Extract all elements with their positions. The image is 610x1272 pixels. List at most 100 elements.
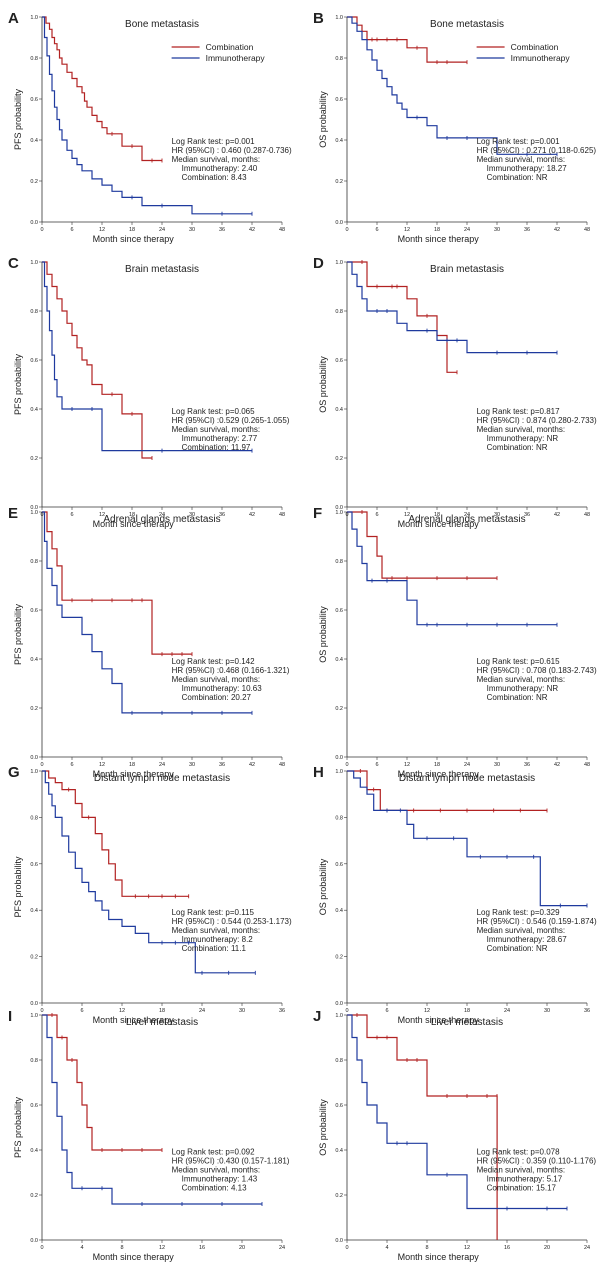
y-axis-title: OS probability: [318, 606, 328, 663]
x-tick-label: 30: [189, 512, 195, 518]
x-tick-label: 24: [159, 762, 165, 768]
x-axis-title: Month since therapy: [398, 519, 480, 529]
x-tick-label: 0: [40, 1008, 43, 1014]
annotation-line: HR (95%CI) : 0.271 (0.118-0.625): [477, 146, 597, 155]
km-curve-immunotherapy: [42, 261, 252, 452]
y-tick-label: 1.0: [335, 260, 343, 266]
annotation-line: Immunotherapy: 8.2: [182, 935, 254, 944]
y-tick-label: 1.0: [335, 769, 343, 775]
y-tick-label: 0.4: [335, 1148, 343, 1154]
y-axis-title: PFS probability: [13, 88, 23, 150]
panel-label: D: [313, 255, 324, 272]
panel-title: Adrenal glands metastasis: [408, 514, 525, 525]
panel-label: G: [8, 764, 20, 781]
y-tick-label: 0.8: [30, 559, 38, 565]
annotation-line: HR (95%CI) : 0.359 (0.110-1.176): [477, 1157, 597, 1166]
annotation-line: Median survival, months:: [477, 926, 565, 935]
km-curve-immunotherapy: [42, 1014, 262, 1205]
x-tick-label: 42: [249, 512, 255, 518]
panel-label: J: [313, 1008, 321, 1025]
x-tick-label: 18: [129, 227, 135, 233]
annotation-line: Median survival, months:: [172, 155, 260, 164]
annotation-line: HR (95%CI) : 0.708 (0.183-2.743): [477, 666, 597, 675]
km-curve-immunotherapy: [347, 261, 557, 354]
km-curve-immunotherapy: [42, 511, 252, 714]
annotation-line: Immunotherapy: NR: [487, 684, 559, 693]
y-axis-title: PFS probability: [13, 1096, 23, 1158]
y-tick-label: 0.4: [30, 908, 38, 914]
y-tick-label: 0.8: [30, 815, 38, 821]
x-tick-label: 12: [404, 512, 410, 518]
y-axis-title: PFS probability: [13, 603, 23, 665]
x-tick-label: 30: [494, 762, 500, 768]
x-tick-label: 12: [99, 227, 105, 233]
y-tick-label: 0.8: [30, 1058, 38, 1064]
x-tick-label: 30: [494, 227, 500, 233]
x-tick-label: 36: [219, 227, 225, 233]
x-tick-label: 16: [199, 1245, 205, 1251]
x-axis-title: Month since therapy: [93, 769, 175, 779]
x-tick-label: 18: [159, 1008, 165, 1014]
panel-title: Brain metastasis: [125, 264, 199, 275]
x-tick-label: 24: [159, 512, 165, 518]
x-tick-label: 24: [464, 512, 470, 518]
x-tick-label: 36: [524, 512, 530, 518]
panel-title: Liver metastasis: [431, 1017, 503, 1028]
x-tick-label: 18: [129, 512, 135, 518]
x-tick-label: 24: [279, 1245, 285, 1251]
y-tick-label: 0.8: [335, 1058, 343, 1064]
x-tick-label: 6: [375, 227, 378, 233]
x-tick-label: 30: [189, 762, 195, 768]
y-axis-title: OS probability: [318, 858, 328, 915]
y-tick-label: 0.4: [335, 657, 343, 663]
y-axis-title: PFS probability: [13, 856, 23, 918]
y-axis-title: PFS probability: [13, 353, 23, 415]
x-tick-label: 16: [504, 1245, 510, 1251]
x-tick-label: 18: [434, 762, 440, 768]
y-tick-label: 1.0: [30, 15, 38, 21]
annotation-line: Median survival, months:: [477, 1166, 565, 1175]
annotation-line: Immunotherapy: 10.63: [182, 684, 263, 693]
annotation-line: Combination: 11.97: [182, 443, 251, 452]
x-tick-label: 48: [279, 227, 285, 233]
km-curve-combination: [347, 1014, 498, 1240]
km-curve-combination: [42, 1014, 162, 1151]
panel-label: I: [8, 1008, 12, 1025]
x-tick-label: 36: [219, 762, 225, 768]
x-tick-label: 12: [119, 1008, 125, 1014]
annotation-line: HR (95%CI) :0.529 (0.265-1.055): [172, 416, 290, 425]
x-tick-label: 12: [404, 762, 410, 768]
x-tick-label: 0: [345, 227, 348, 233]
x-tick-label: 24: [504, 1008, 510, 1014]
y-tick-label: 0.8: [335, 56, 343, 62]
x-tick-label: 30: [494, 512, 500, 518]
annotation-line: Combination: 15.17: [487, 1184, 557, 1193]
y-tick-label: 0.0: [335, 1001, 343, 1007]
x-tick-label: 6: [70, 762, 73, 768]
x-tick-label: 48: [279, 762, 285, 768]
y-tick-label: 0.0: [335, 505, 343, 511]
panel-f: F Adrenal glands metastasis 0.0 0.2 0.4 0.6 0.…: [313, 505, 597, 779]
y-tick-label: 0.4: [335, 138, 343, 144]
x-tick-label: 4: [385, 1245, 388, 1251]
x-tick-label: 24: [464, 762, 470, 768]
y-tick-label: 0.2: [30, 955, 38, 961]
x-axis-title: Month since therapy: [398, 1015, 480, 1025]
y-tick-label: 0.6: [30, 862, 38, 868]
x-tick-label: 36: [584, 1008, 590, 1014]
x-axis-title: Month since therapy: [398, 234, 480, 244]
annotation-line: Immunotherapy: 28.67: [487, 935, 568, 944]
y-axis-title: OS probability: [318, 356, 328, 413]
x-axis-title: Month since therapy: [398, 769, 480, 779]
annotation-line: Log Rank test: p=0.615: [477, 657, 560, 666]
x-tick-label: 36: [524, 762, 530, 768]
panel-title: Distant lymph node metastasis: [399, 773, 535, 784]
legend-label: Combination: [206, 42, 254, 52]
annotation-line: Log Rank test: p=0.092: [172, 1148, 256, 1157]
annotation-line: Combination: NR: [487, 944, 548, 953]
annotation-line: Log Rank test: p=0.065: [172, 407, 256, 416]
panel-title: Brain metastasis: [430, 264, 504, 275]
